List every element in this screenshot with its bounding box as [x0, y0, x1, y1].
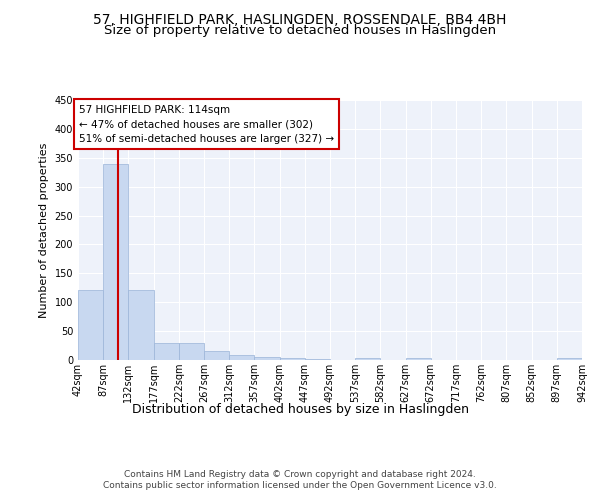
Text: Distribution of detached houses by size in Haslingden: Distribution of detached houses by size … — [131, 402, 469, 415]
Bar — [254, 357, 280, 360]
Bar — [280, 358, 305, 360]
Text: Contains HM Land Registry data © Crown copyright and database right 2024.: Contains HM Land Registry data © Crown c… — [124, 470, 476, 479]
Bar — [103, 164, 128, 360]
Text: 57, HIGHFIELD PARK, HASLINGDEN, ROSSENDALE, BB4 4BH: 57, HIGHFIELD PARK, HASLINGDEN, ROSSENDA… — [94, 12, 506, 26]
Text: Size of property relative to detached houses in Haslingden: Size of property relative to detached ho… — [104, 24, 496, 37]
Bar — [128, 290, 154, 360]
Bar — [179, 342, 204, 360]
Bar — [355, 358, 380, 360]
Bar — [406, 358, 431, 360]
Bar — [78, 290, 103, 360]
Text: Contains public sector information licensed under the Open Government Licence v3: Contains public sector information licen… — [103, 481, 497, 490]
Bar — [557, 358, 582, 360]
Y-axis label: Number of detached properties: Number of detached properties — [39, 142, 49, 318]
Bar — [204, 352, 229, 360]
Bar — [154, 342, 179, 360]
Text: 57 HIGHFIELD PARK: 114sqm
← 47% of detached houses are smaller (302)
51% of semi: 57 HIGHFIELD PARK: 114sqm ← 47% of detac… — [79, 104, 334, 144]
Bar — [305, 359, 330, 360]
Bar — [229, 356, 254, 360]
